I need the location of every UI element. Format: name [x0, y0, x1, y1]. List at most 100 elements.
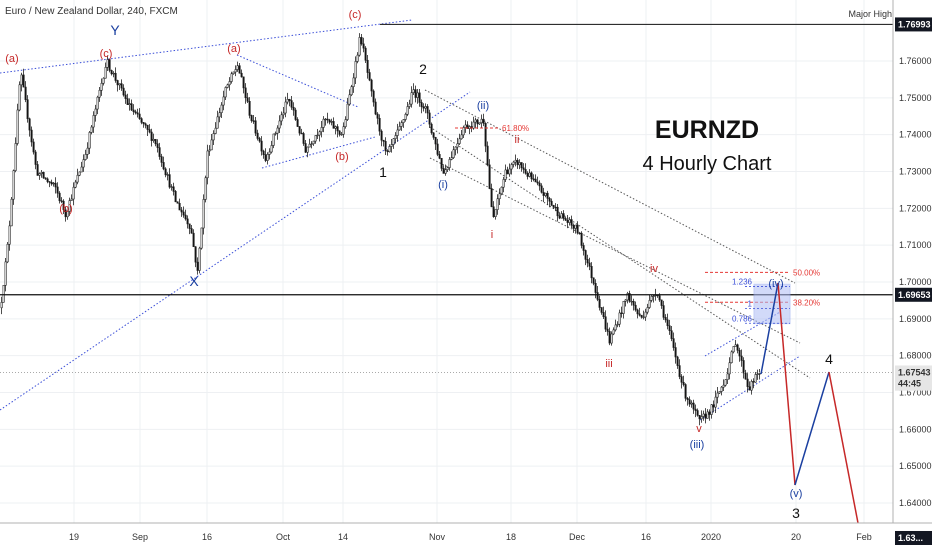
time-tick-label: 18 — [506, 532, 516, 542]
candle-body — [412, 89, 415, 93]
candle-body — [724, 379, 727, 386]
candle — [426, 104, 429, 120]
candle-body — [224, 87, 227, 98]
candle-body — [710, 404, 713, 415]
candle — [758, 368, 761, 380]
candle-body — [618, 312, 621, 325]
candle-body — [432, 132, 435, 138]
candle — [258, 136, 261, 143]
wave-label: X — [189, 273, 199, 289]
candle — [246, 92, 249, 103]
candle — [752, 378, 755, 389]
candle-body — [430, 123, 433, 134]
price-tick-label: 1.67000 — [899, 387, 932, 397]
candle-body — [52, 182, 55, 185]
candle — [336, 124, 339, 138]
candle — [222, 90, 225, 111]
candle — [506, 166, 509, 175]
candle-body — [308, 143, 311, 148]
candle-body — [478, 122, 481, 125]
candle — [732, 346, 735, 354]
candle — [46, 177, 49, 184]
candle — [448, 156, 451, 171]
candle-body — [452, 149, 455, 158]
candle-body — [332, 121, 335, 129]
candle-body — [322, 118, 325, 128]
candle — [410, 86, 413, 108]
candle-body — [124, 94, 127, 99]
candle-body — [270, 145, 273, 153]
fib-level-label: 50.00% — [793, 268, 820, 277]
candle-body — [156, 143, 159, 148]
candle-body — [378, 117, 381, 132]
candle — [554, 203, 557, 212]
candle-body — [222, 96, 225, 106]
candle — [492, 201, 495, 218]
candle — [310, 141, 313, 149]
flag-lower-line — [261, 136, 376, 169]
candle-body — [214, 127, 217, 134]
candle — [504, 164, 507, 183]
candle-body — [166, 174, 169, 176]
candle — [220, 102, 223, 119]
candle-body — [42, 171, 45, 179]
candle-body — [662, 305, 665, 318]
price-tick-label: 1.74000 — [899, 130, 932, 140]
candle — [170, 184, 173, 191]
candle — [254, 116, 257, 137]
candle — [420, 99, 423, 114]
candle-body — [76, 174, 79, 183]
candle-body — [394, 135, 397, 139]
candle-body — [212, 133, 215, 141]
candle — [2, 284, 5, 303]
candle-body — [88, 132, 91, 149]
candle — [326, 112, 329, 124]
candle — [40, 170, 43, 178]
candle-body — [514, 159, 517, 163]
time-tick-label: 2020 — [701, 532, 721, 542]
candle-body — [180, 209, 183, 213]
candle — [690, 400, 693, 408]
candle — [396, 123, 399, 142]
candle — [546, 190, 549, 205]
candle-body — [120, 83, 123, 89]
candle-body — [26, 99, 29, 120]
candle-body — [280, 114, 283, 122]
candle — [122, 84, 125, 97]
candle — [430, 122, 433, 135]
candle-body — [676, 356, 679, 366]
candle-body — [642, 316, 645, 319]
candle — [322, 116, 325, 133]
candle-body — [630, 300, 633, 303]
candle-body — [54, 182, 57, 188]
candle — [98, 86, 101, 102]
candle — [10, 196, 13, 227]
candle — [8, 220, 11, 251]
candle — [474, 117, 477, 128]
candle-body — [326, 118, 329, 121]
candle-body — [588, 262, 591, 267]
price-tick-label: 1.68000 — [899, 351, 932, 361]
candle-body — [370, 79, 373, 92]
candle — [636, 308, 639, 319]
candle-body — [534, 178, 537, 183]
candle-body — [466, 124, 469, 129]
candle-body — [458, 138, 461, 144]
candle — [580, 231, 583, 249]
candle-body — [282, 112, 285, 116]
candle — [92, 111, 95, 133]
candle — [368, 68, 371, 82]
candle-body — [348, 94, 351, 105]
candle — [716, 386, 719, 404]
candle-body — [736, 344, 739, 351]
candle — [376, 112, 379, 125]
wave-label: (c) — [100, 48, 113, 60]
candle — [568, 217, 571, 226]
candle-body — [738, 350, 741, 357]
candle-body — [640, 314, 643, 318]
candle-body — [368, 72, 371, 81]
candle-body — [408, 103, 411, 107]
candle — [374, 98, 377, 116]
